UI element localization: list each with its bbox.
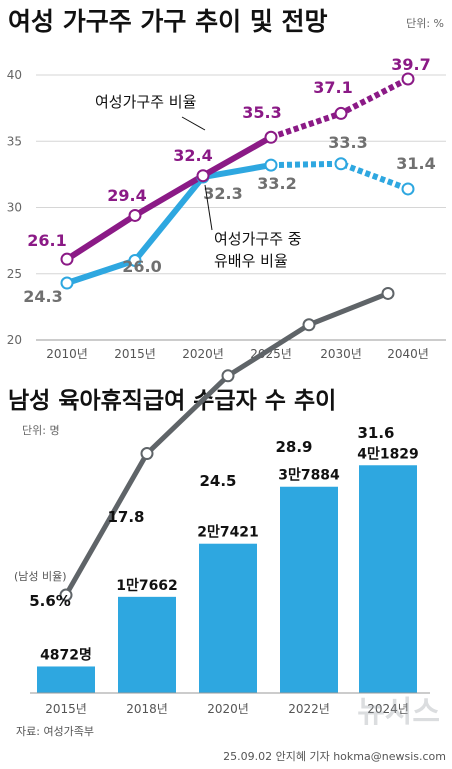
chart2-ratio-point <box>221 369 235 383</box>
chart2-x-tick-label: 2022년 <box>288 702 330 716</box>
chart2-bar-label: 3만7884 <box>278 468 340 484</box>
chart1-series-1-point <box>264 158 278 172</box>
chart2-ratio-label: 17.8 <box>107 508 144 526</box>
chart2-ratio-point <box>140 447 154 461</box>
chart1-x-tick-label: 2040년 <box>387 347 429 361</box>
chart1-series-1-data-label: 24.3 <box>23 287 62 306</box>
chart2-bar <box>359 465 417 693</box>
chart2-bar-label: 2만7421 <box>197 525 259 541</box>
chart1-series-1-name: 유배우 비율 <box>214 252 288 270</box>
chart1-series-0-leader <box>181 116 206 131</box>
chart1-series-1-leader <box>204 184 213 231</box>
chart2-bar-label: 4872명 <box>40 646 92 663</box>
chart2-ratio-label: 5.6% <box>29 592 71 610</box>
chart2-x-tick-label: 2018년 <box>126 702 168 716</box>
chart1-y-tick-label: 25 <box>7 267 22 281</box>
chart1-y-tick-label: 40 <box>7 68 22 82</box>
chart2-unit-label: 단위: 명 <box>22 424 60 437</box>
chart2-x-tick-label: 2015년 <box>45 702 87 716</box>
chart1-series-0-point <box>196 169 210 183</box>
chart2-ratio-label: 31.6 <box>357 424 394 442</box>
chart2-bar-label: 4만1829 <box>357 446 419 462</box>
chart2-ratio-label: 28.9 <box>275 438 312 456</box>
chart1-y-tick-label: 30 <box>7 201 22 215</box>
chart1-series-0-data-label: 39.7 <box>391 55 430 74</box>
chart1-series-0-data-label: 37.1 <box>313 78 352 97</box>
chart1-title: 여성 가구주 가구 추이 및 전망 <box>8 7 328 36</box>
chart1-series-0-data-label: 26.1 <box>27 231 66 250</box>
chart1-unit-label: 단위: % <box>406 17 444 30</box>
chart1-series-1-line <box>64 162 274 287</box>
chart1-series-1-data-label: 32.3 <box>203 184 242 203</box>
chart1-series-0-point <box>401 72 415 86</box>
chart2-bar <box>37 666 95 693</box>
chart2-ratio-point <box>381 286 395 300</box>
chart1-x-tick-label: 2030년 <box>320 347 362 361</box>
chart1-series-0-point <box>128 208 142 222</box>
chart1-series-1-name: 여성가구주 중 <box>214 230 302 248</box>
chart1-series-1-data-label: 26.0 <box>122 257 161 276</box>
chart2-ratio-point <box>302 318 316 332</box>
chart1-series-0-data-label: 32.4 <box>173 146 212 165</box>
chart1-series-1-point <box>128 254 142 267</box>
chart1-series-1-point <box>334 157 348 171</box>
chart1-series-0-point <box>334 106 348 120</box>
chart1-series-0-point <box>264 130 278 144</box>
chart1-series-0-data-label: 35.3 <box>242 103 281 122</box>
chart2-title: 남성 육아휴직급여 수급자 수 추이 <box>8 388 336 414</box>
chart2-x-tick-label: 2020년 <box>207 702 249 716</box>
chart1-series-0-line <box>64 134 274 263</box>
chart2-bar <box>118 596 176 693</box>
chart2-x-tick-label: 2024년 <box>367 702 409 716</box>
chart1-y-tick-label: 20 <box>7 333 22 347</box>
chart1-series-0-name: 여성가구주 비율 <box>95 93 196 111</box>
chart1-series-1-data-label: 33.3 <box>328 133 367 152</box>
chart2-ratio-series-name: (남성 비율) <box>14 570 67 583</box>
source-note: 자료: 여성가족부 <box>16 725 94 738</box>
chart1-y-tick-label: 35 <box>7 134 22 148</box>
chart2-bar <box>280 486 338 693</box>
chart1-x-tick-label: 2020년 <box>182 347 224 361</box>
newsis-watermark-text: 뉴시스 <box>357 695 440 730</box>
chart1-series-1-data-label: 31.4 <box>396 154 435 173</box>
chart1-series-1-point <box>401 182 415 196</box>
chart1-series-0-data-label: 29.4 <box>107 186 146 205</box>
chart1-x-tick-label: 2010년 <box>46 347 88 361</box>
chart2-bar-label: 1만7662 <box>116 578 178 594</box>
newsis-watermark-logo: 뉴시스 <box>357 695 440 730</box>
chart2-ratio-point <box>59 588 73 602</box>
chart2-ratio-label: 24.5 <box>199 472 236 490</box>
chart1-x-tick-label: 2015년 <box>114 347 156 361</box>
chart1-series-0-point <box>60 252 74 266</box>
chart1-series-1-point <box>60 276 74 290</box>
chart1-series-1-data-label: 33.2 <box>257 174 296 193</box>
credit-line: 25.09.02 안지혜 기자 hokma@newsis.com <box>223 750 446 763</box>
chart2-bar <box>199 543 257 693</box>
